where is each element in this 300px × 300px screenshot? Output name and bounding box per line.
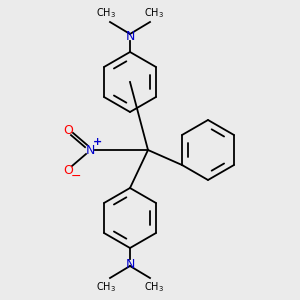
- Text: −: −: [71, 169, 81, 182]
- Text: N: N: [125, 257, 135, 271]
- Text: N: N: [125, 29, 135, 43]
- Text: O: O: [63, 124, 73, 136]
- Text: CH$_3$: CH$_3$: [144, 6, 164, 20]
- Text: +: +: [92, 137, 102, 147]
- Text: CH$_3$: CH$_3$: [96, 6, 116, 20]
- Text: N: N: [85, 143, 95, 157]
- Text: CH$_3$: CH$_3$: [96, 280, 116, 294]
- Text: O: O: [63, 164, 73, 176]
- Text: CH$_3$: CH$_3$: [144, 280, 164, 294]
